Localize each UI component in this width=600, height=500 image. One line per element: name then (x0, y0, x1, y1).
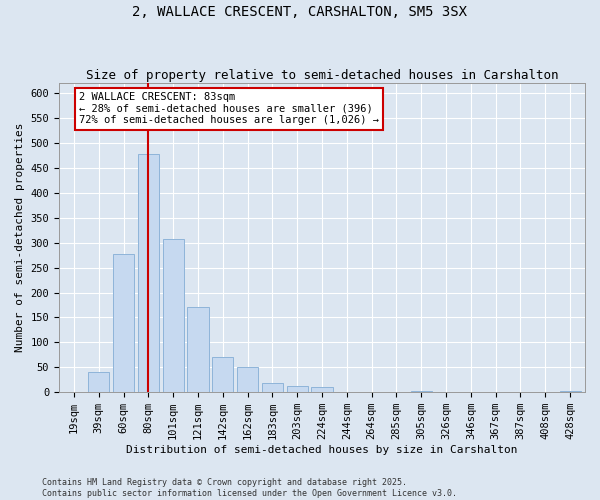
Bar (237, 368, 258, 392)
Bar (163, 238, 184, 392)
Bar (287, 386, 308, 392)
Bar (113, 254, 134, 392)
Bar (262, 383, 283, 392)
Bar (411, 390, 432, 392)
Bar (88, 372, 109, 392)
Y-axis label: Number of semi-detached properties: Number of semi-detached properties (15, 123, 25, 352)
Title: Size of property relative to semi-detached houses in Carshalton: Size of property relative to semi-detach… (86, 69, 558, 82)
Bar (212, 358, 233, 392)
Text: Contains HM Land Registry data © Crown copyright and database right 2025.
Contai: Contains HM Land Registry data © Crown c… (42, 478, 457, 498)
X-axis label: Distribution of semi-detached houses by size in Carshalton: Distribution of semi-detached houses by … (126, 445, 518, 455)
Bar (138, 154, 159, 392)
Bar (560, 391, 581, 392)
Bar (311, 387, 332, 392)
Text: 2 WALLACE CRESCENT: 83sqm
← 28% of semi-detached houses are smaller (396)
72% of: 2 WALLACE CRESCENT: 83sqm ← 28% of semi-… (79, 92, 379, 126)
Text: 2, WALLACE CRESCENT, CARSHALTON, SM5 3SX: 2, WALLACE CRESCENT, CARSHALTON, SM5 3SX (133, 5, 467, 19)
Bar (187, 308, 209, 392)
